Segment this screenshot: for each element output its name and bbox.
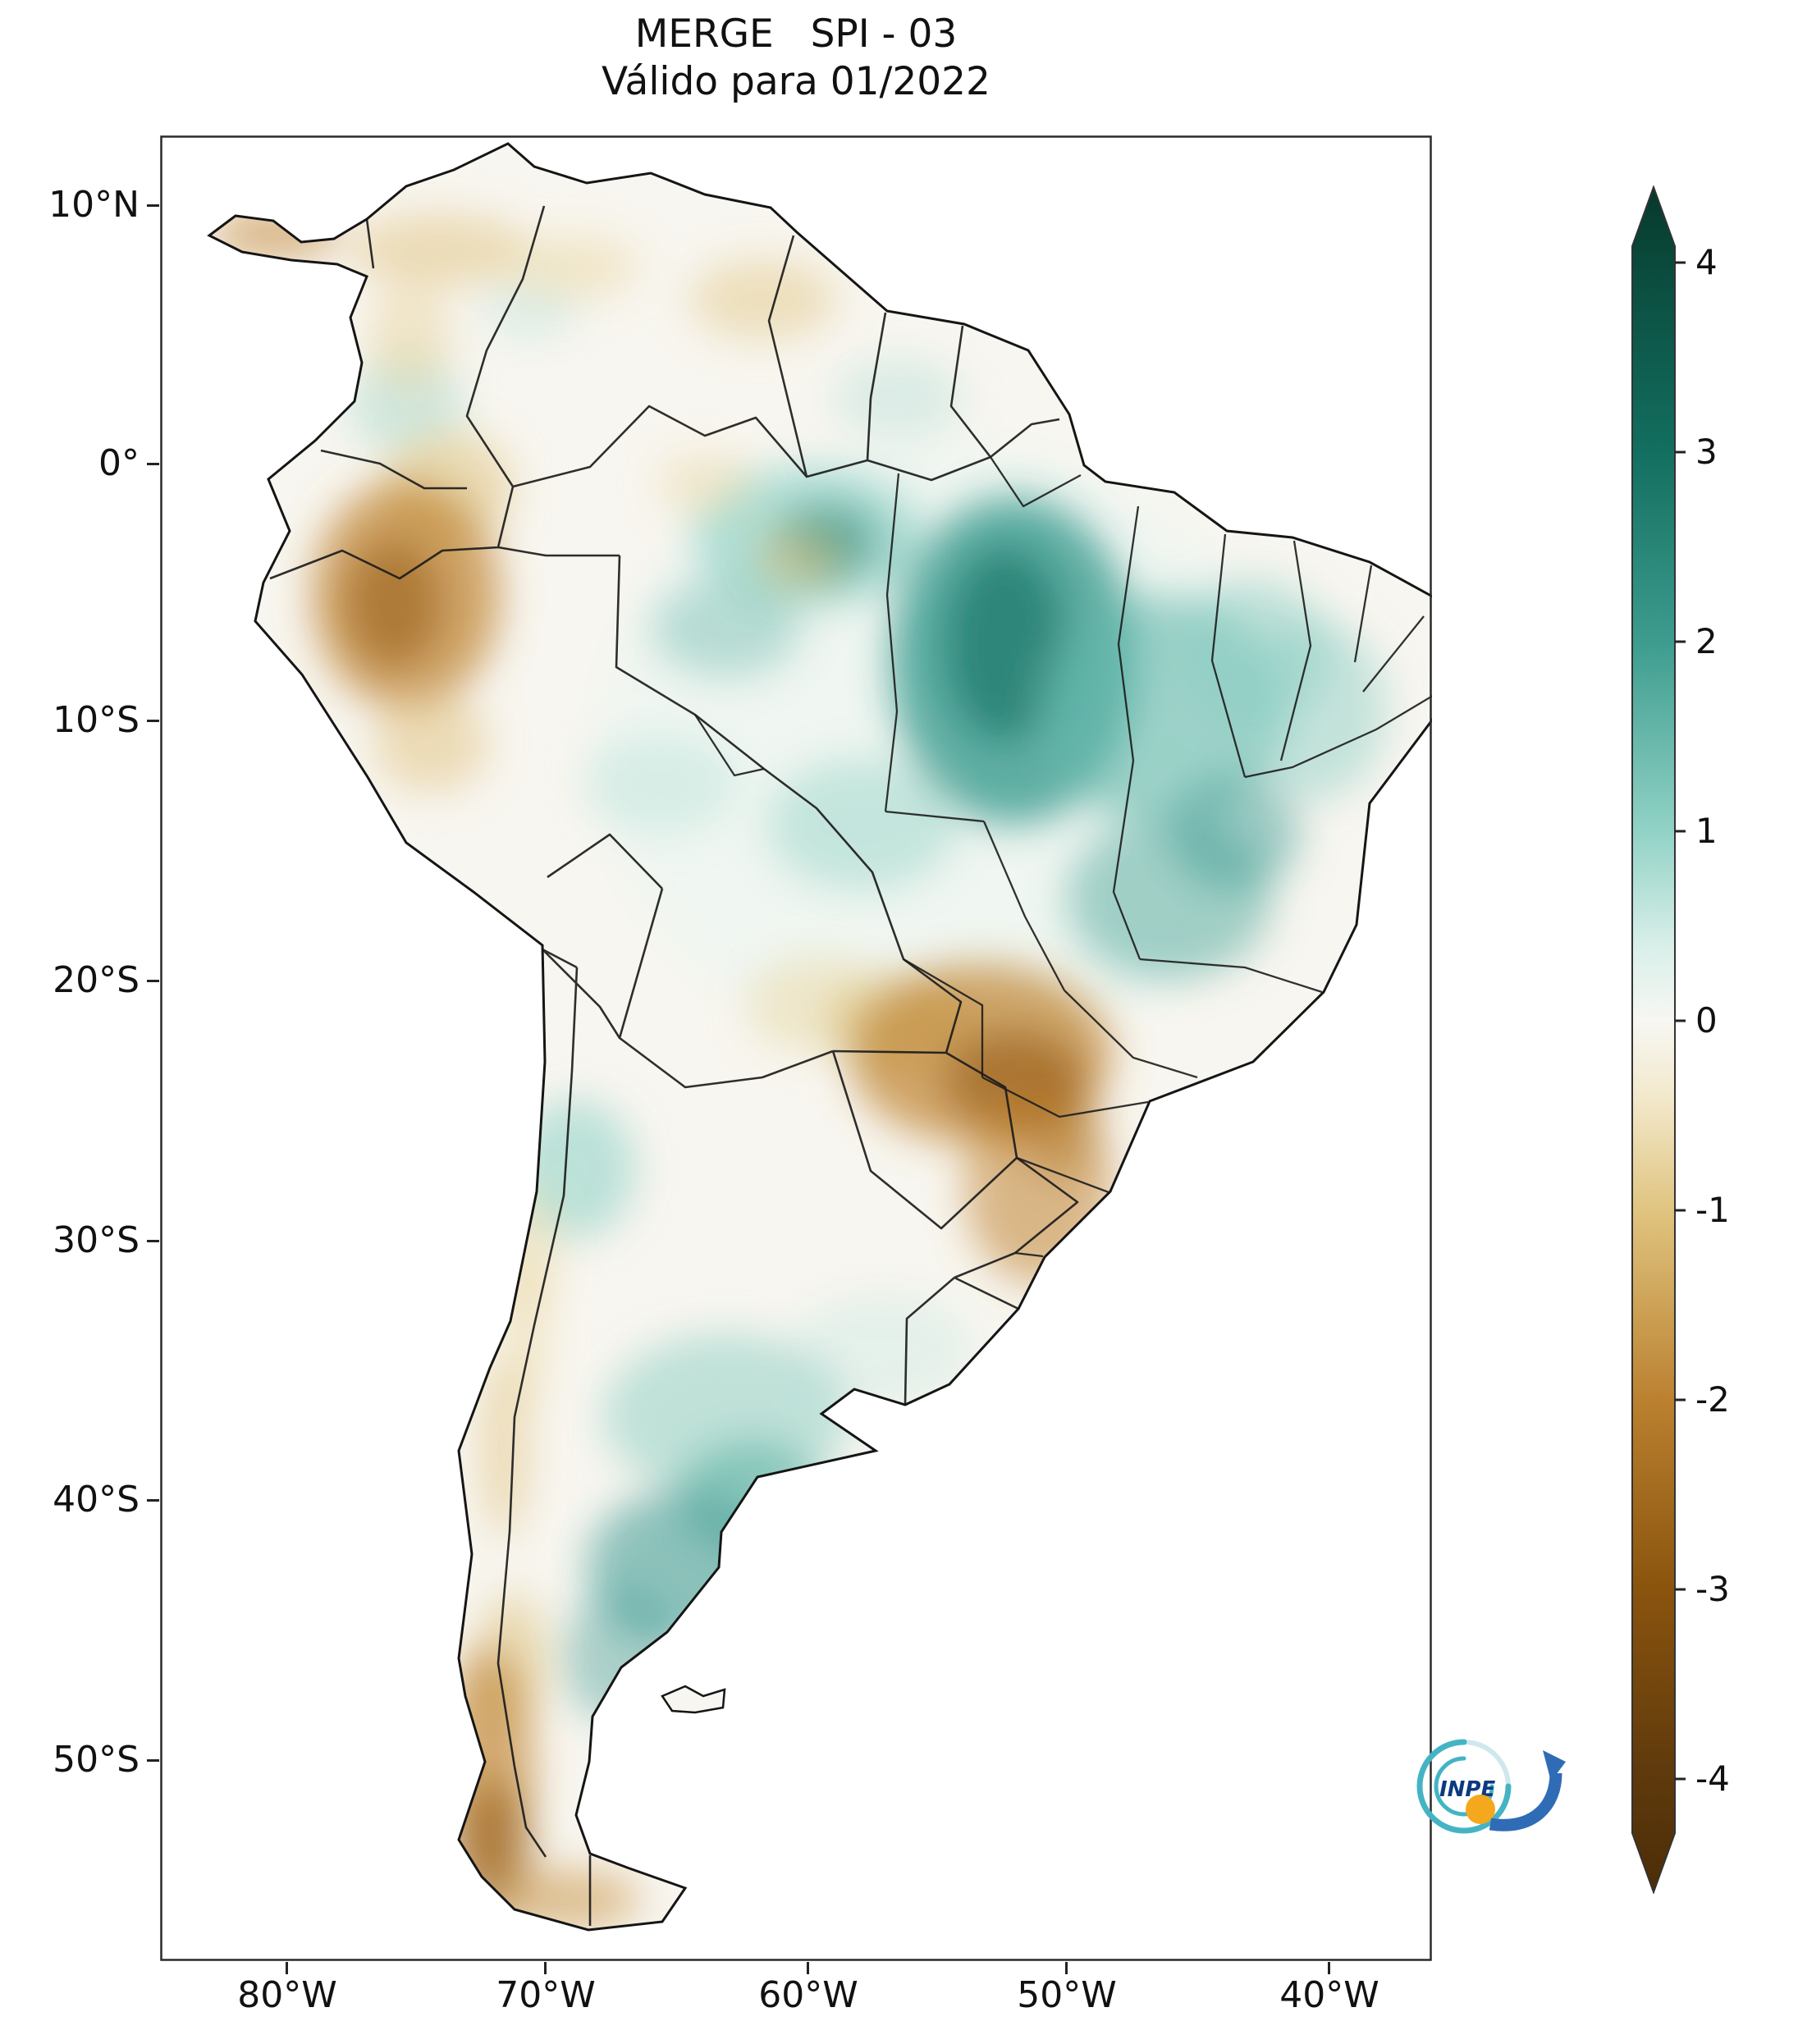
y-tick-label: 10°N <box>48 184 140 226</box>
axis-tick-mark <box>147 720 159 722</box>
state-borders <box>694 456 1432 1258</box>
axis-tick-mark <box>147 463 159 465</box>
coastline <box>207 142 1432 1932</box>
island-outline <box>661 1685 726 1714</box>
axis-tick-mark <box>147 1240 159 1242</box>
x-tick-label: 70°W <box>496 1974 596 2016</box>
axis-tick-mark <box>147 1499 159 1502</box>
axis-tick-mark <box>147 204 159 207</box>
colorbar <box>1631 185 1689 1897</box>
inpe-logo: INPE <box>1405 1727 1569 1845</box>
x-tick-label: 50°W <box>1017 1974 1117 2016</box>
country-borders <box>269 205 1079 1926</box>
x-tick-label: 80°W <box>237 1974 337 2016</box>
south-america-map <box>160 135 1432 1961</box>
axis-tick-mark <box>286 1962 288 1974</box>
map-title: MERGE SPI - 03 <box>634 11 958 57</box>
colorbar-tick-label: -2 <box>1695 1379 1730 1420</box>
colorbar-tick-label: 4 <box>1695 242 1718 282</box>
axis-tick-mark <box>1328 1962 1330 1974</box>
axis-tick-mark <box>147 980 159 982</box>
colorbar-tick-label: -3 <box>1695 1569 1730 1609</box>
y-tick-label: 30°S <box>53 1219 140 1261</box>
colorbar-gradient <box>1631 185 1686 1895</box>
colorbar-tick-marks <box>1675 261 1686 1781</box>
colorbar-tick-label: 0 <box>1695 1000 1718 1040</box>
logo-swirl <box>1416 1739 1512 1834</box>
axis-tick-mark <box>147 1759 159 1762</box>
y-tick-label: 0° <box>98 442 140 484</box>
x-tick-label: 40°W <box>1279 1974 1379 2016</box>
logo-arrow <box>1489 1772 1562 1831</box>
colorbar-tick-label: -1 <box>1695 1190 1730 1230</box>
axis-tick-mark <box>1065 1962 1068 1974</box>
colorbar-tick-label: 1 <box>1695 811 1718 851</box>
plot-frame <box>160 135 1432 1961</box>
x-tick-label: 60°W <box>758 1974 858 2016</box>
y-tick-label: 50°S <box>53 1739 140 1781</box>
y-tick-label: 10°S <box>53 699 140 741</box>
colorbar-tick-label: -4 <box>1695 1758 1730 1799</box>
axis-tick-mark <box>544 1962 547 1974</box>
map-subtitle: Válido para 01/2022 <box>602 59 991 104</box>
logo-arrow-head <box>1543 1750 1566 1781</box>
y-tick-label: 40°S <box>53 1479 140 1520</box>
axis-tick-mark <box>807 1962 809 1974</box>
y-tick-label: 20°S <box>53 959 140 1001</box>
logo-orange-dot <box>1466 1795 1495 1824</box>
colorbar-tick-label: 2 <box>1695 621 1718 661</box>
colorbar-tick-label: 3 <box>1695 432 1718 472</box>
